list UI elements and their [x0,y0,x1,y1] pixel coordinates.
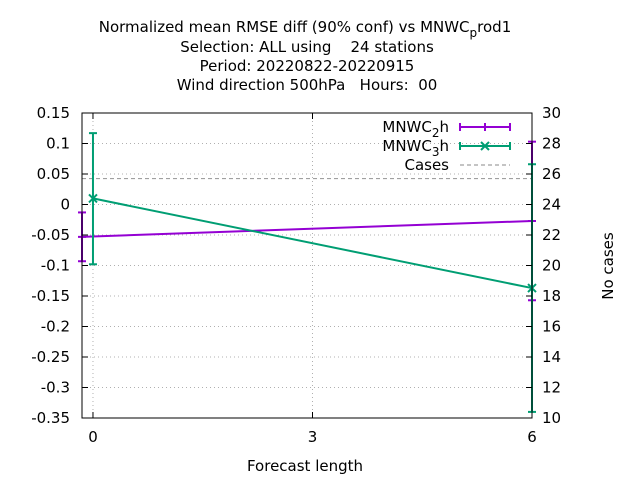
y2-tick-label: 12 [542,379,561,397]
y2-tick-label: 20 [542,257,561,275]
x-tick-label: 6 [527,428,537,446]
y2-tick-label: 24 [542,196,561,214]
y2-tick-label: 10 [542,409,561,427]
point-marker [88,193,98,204]
y-tick-label: -0.05 [31,226,70,244]
y-tick-label: 0.1 [46,135,70,153]
y2-tick-label: 16 [542,318,561,336]
y2-tick-label: 26 [542,165,561,183]
title-line-4: Wind direction 500hPa Hours: 00 [177,76,438,94]
title-line-1-post: rod1 [477,18,511,36]
x-tick-label: 3 [308,428,318,446]
x-tick-label: 0 [88,428,98,446]
legend-label-1: MNWC2h [382,118,449,140]
y-tick-label: 0 [60,196,70,214]
y2-axis: 30 28 26 24 22 20 18 16 14 12 10 [526,104,561,427]
x-axis: 0 3 6 [88,113,537,446]
series-line [81,219,533,238]
title-line-1: Normalized mean RMSE diff (90% conf) vs … [99,18,512,40]
y-tick-label: -0.25 [31,348,70,366]
legend-marker [480,141,490,151]
series-line [92,197,533,290]
y2-tick-label: 14 [542,348,561,366]
y-tick-label: -0.1 [41,257,70,275]
y-axis: 0.15 0.1 0.05 0 -0.05 -0.1 -0.15 -0.2 -0.25 -0.3 -… [31,104,88,427]
grid [82,113,532,418]
y2-tick-label: 28 [542,135,561,153]
y2-axis-label: No cases [599,232,617,300]
y-tick-label: -0.3 [41,379,70,397]
series-2 [88,132,537,413]
y2-tick-label: 18 [542,287,561,305]
title-line-3: Period: 20220822-20220915 [200,57,415,75]
legend-label-cases: Cases [404,156,449,174]
series-layer [78,132,537,413]
y-tick-label: -0.15 [31,287,70,305]
y2-tick-label: 30 [542,104,561,122]
legend-marker [481,123,489,131]
y2-tick-label: 22 [542,226,561,244]
y-tick-label: -0.2 [41,318,70,336]
y-tick-label: 0.15 [37,104,70,122]
legend-label-2: MNWC3h [382,137,449,159]
y-tick-label: 0.05 [37,165,70,183]
title-line-1-sub: p [470,26,478,40]
title-line-2: Selection: ALL using 24 stations [180,38,434,56]
y-tick-label: -0.35 [31,409,70,427]
title-line-1-pre: Normalized mean RMSE diff (90% conf) vs … [99,18,470,36]
x-axis-label: Forecast length [247,457,363,475]
chart-title: Normalized mean RMSE diff (90% conf) vs … [99,18,512,94]
